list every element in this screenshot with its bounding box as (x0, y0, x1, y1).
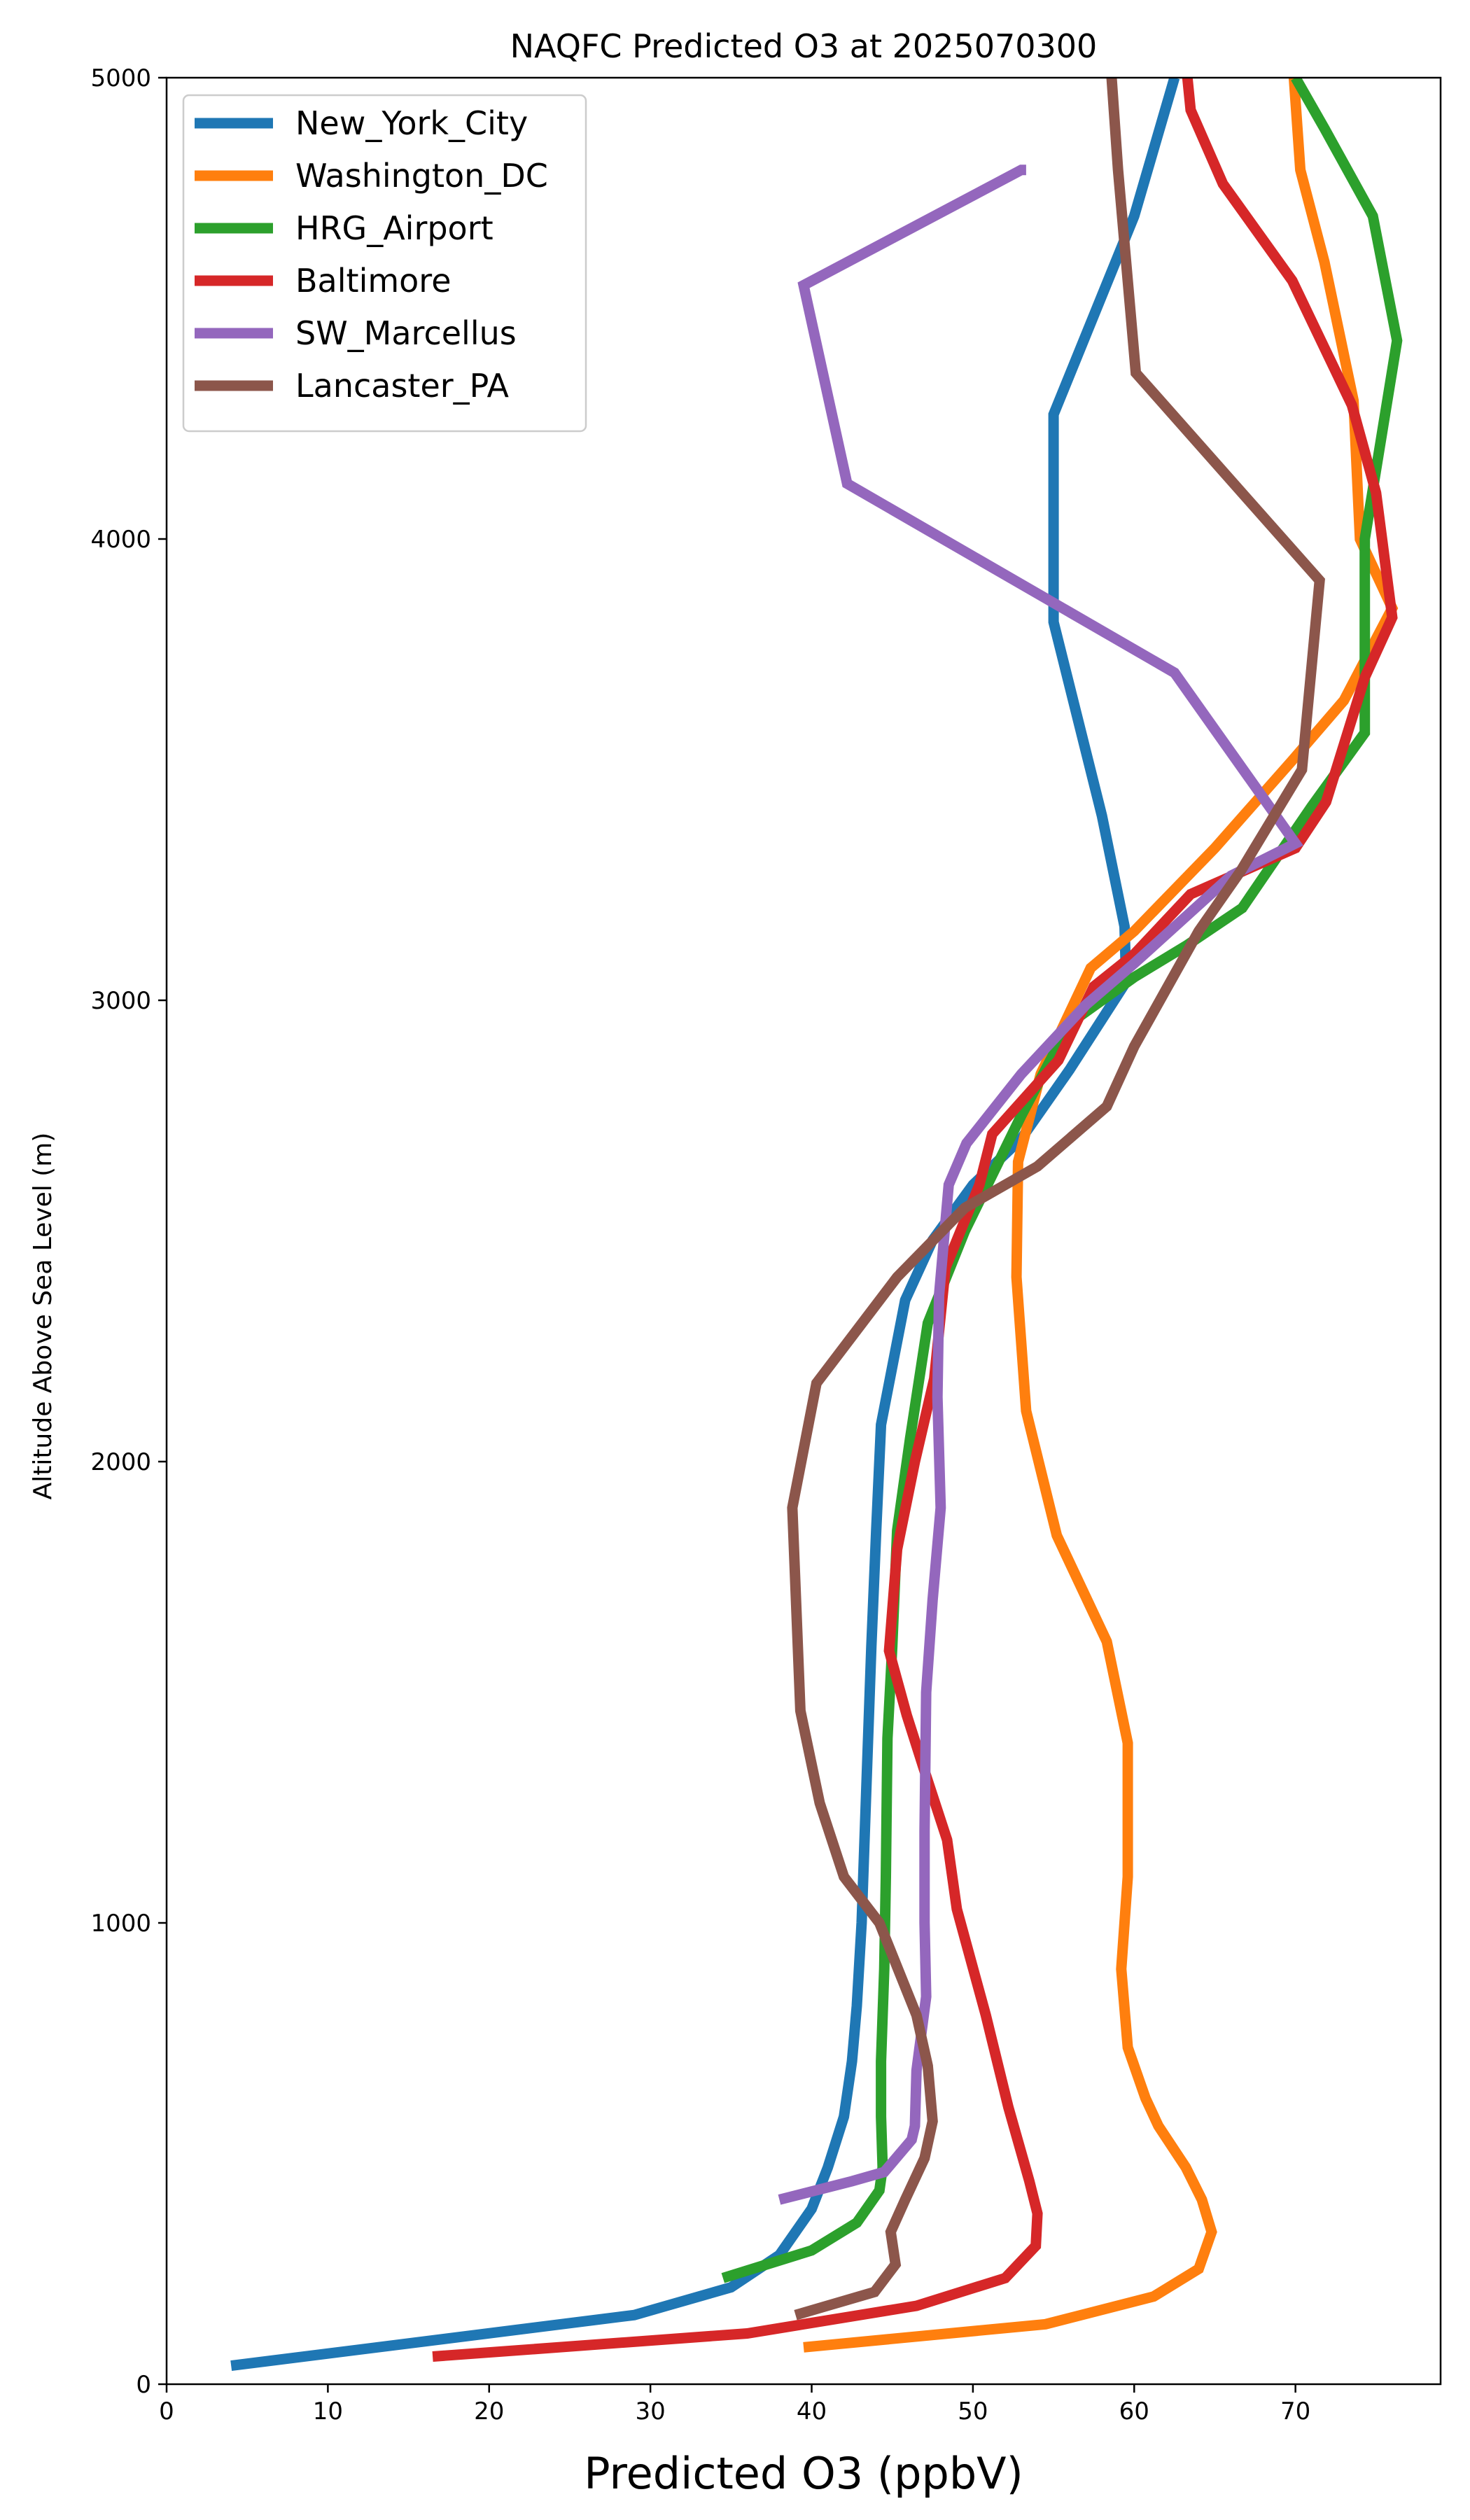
x-tick-label: 30 (636, 2398, 666, 2426)
x-tick-label: 20 (474, 2398, 504, 2426)
legend-box (182, 94, 587, 433)
series-line-SW_Marcellus (778, 164, 1303, 2205)
plot-frame (165, 76, 1442, 2386)
series-line-Washington_DC (803, 78, 1399, 2353)
y-tick-label: 2000 (90, 1448, 151, 1476)
series-layer (230, 78, 1403, 2372)
legend-label-Washington_DC: Washington_DC (295, 157, 548, 195)
y-axis-label: Altitude Above Sea Level (m) (29, 1133, 57, 1500)
x-tick-label: 60 (1119, 2398, 1149, 2426)
chart-title: NAQFC Predicted O3 at 2025070300 (510, 27, 1098, 65)
legend-label-SW_Marcellus: SW_Marcellus (295, 314, 517, 352)
y-tick-label: 5000 (90, 64, 151, 92)
y-tick-label: 4000 (90, 526, 151, 554)
legend-label-Lancaster_PA: Lancaster_PA (295, 367, 509, 405)
x-tick-label: 70 (1280, 2398, 1310, 2426)
x-tick-label: 50 (958, 2398, 988, 2426)
legend-label-New_York_City: New_York_City (295, 104, 528, 142)
y-tick-label: 1000 (90, 1910, 151, 1938)
legend-label-HRG_Airport: HRG_Airport (295, 209, 493, 247)
series-line-New_York_City (230, 78, 1180, 2372)
legend-label-Baltimore: Baltimore (295, 262, 451, 300)
x-tick-label: 40 (797, 2398, 827, 2426)
y-tick-label: 0 (136, 2371, 151, 2399)
series-line-Lancaster_PA (787, 78, 1325, 2320)
x-axis-label: Predicted O3 (ppbV) (584, 2448, 1023, 2499)
legend: New_York_City Washington_DC HRG_Airport Bal… (182, 94, 587, 433)
x-tick-label: 10 (313, 2398, 343, 2426)
y-tick-label: 3000 (90, 987, 151, 1015)
axes-layer: 0 10 20 30 40 50 60 70 0 1000 2000 3000 4000 5000 (90, 64, 1442, 2426)
x-tick-label: 0 (159, 2398, 174, 2426)
